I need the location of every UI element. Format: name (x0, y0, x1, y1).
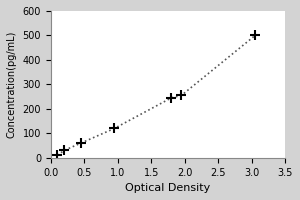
Y-axis label: Concentration(pg/mL): Concentration(pg/mL) (7, 31, 17, 138)
X-axis label: Optical Density: Optical Density (125, 183, 211, 193)
